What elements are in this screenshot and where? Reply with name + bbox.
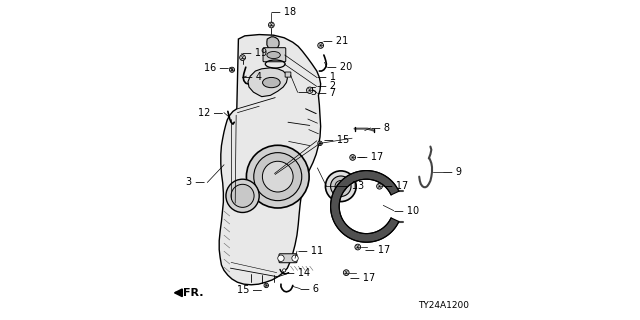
Circle shape bbox=[344, 270, 349, 276]
Circle shape bbox=[355, 244, 361, 250]
Circle shape bbox=[246, 145, 309, 208]
Text: — 13: — 13 bbox=[339, 181, 364, 191]
Ellipse shape bbox=[267, 52, 280, 59]
Polygon shape bbox=[331, 171, 399, 242]
Circle shape bbox=[253, 153, 302, 201]
FancyBboxPatch shape bbox=[285, 72, 291, 77]
Circle shape bbox=[282, 269, 285, 272]
Text: — 14: — 14 bbox=[285, 268, 310, 278]
Circle shape bbox=[240, 55, 246, 60]
Circle shape bbox=[230, 67, 235, 72]
Circle shape bbox=[317, 141, 323, 146]
Polygon shape bbox=[219, 35, 321, 285]
Circle shape bbox=[330, 176, 351, 196]
Text: 12 —: 12 — bbox=[198, 108, 223, 118]
Circle shape bbox=[226, 179, 259, 212]
Text: — 19: — 19 bbox=[242, 48, 267, 58]
Text: — 17: — 17 bbox=[351, 273, 376, 284]
Text: — 5: — 5 bbox=[298, 87, 317, 97]
Text: 3 —: 3 — bbox=[186, 177, 205, 188]
Text: FR.: FR. bbox=[183, 288, 204, 298]
Text: — 4: — 4 bbox=[243, 72, 262, 83]
Text: 15 —: 15 — bbox=[237, 284, 262, 295]
Circle shape bbox=[317, 43, 323, 48]
Text: — 21: — 21 bbox=[323, 36, 348, 46]
Ellipse shape bbox=[262, 77, 280, 88]
Polygon shape bbox=[248, 68, 287, 97]
Text: 16 —: 16 — bbox=[204, 63, 229, 73]
Circle shape bbox=[262, 161, 293, 192]
Text: — 7: — 7 bbox=[317, 88, 336, 98]
Text: — 15: — 15 bbox=[324, 135, 349, 145]
Text: — 8: — 8 bbox=[371, 123, 390, 133]
Text: — 11: — 11 bbox=[298, 246, 323, 256]
Text: — 10: — 10 bbox=[394, 205, 419, 216]
FancyBboxPatch shape bbox=[279, 254, 297, 263]
Circle shape bbox=[349, 155, 356, 160]
Circle shape bbox=[307, 87, 313, 93]
Polygon shape bbox=[267, 37, 279, 51]
Circle shape bbox=[264, 283, 269, 288]
Circle shape bbox=[325, 171, 356, 202]
Text: — 17: — 17 bbox=[358, 152, 383, 162]
Circle shape bbox=[278, 255, 284, 261]
FancyBboxPatch shape bbox=[263, 48, 285, 62]
Text: — 1: — 1 bbox=[317, 72, 336, 83]
Circle shape bbox=[292, 255, 298, 261]
Circle shape bbox=[269, 22, 275, 28]
Text: — 17: — 17 bbox=[383, 181, 408, 191]
Text: — 18: — 18 bbox=[271, 7, 296, 17]
Text: — 9: — 9 bbox=[443, 167, 462, 177]
Text: — 20: — 20 bbox=[327, 62, 352, 72]
Text: TY24A1200: TY24A1200 bbox=[418, 301, 468, 310]
Text: — 17: — 17 bbox=[365, 245, 390, 255]
Circle shape bbox=[376, 183, 383, 189]
Text: — 6: — 6 bbox=[300, 284, 319, 294]
Circle shape bbox=[335, 180, 347, 192]
Circle shape bbox=[231, 184, 254, 207]
Text: — 2: — 2 bbox=[317, 81, 336, 92]
